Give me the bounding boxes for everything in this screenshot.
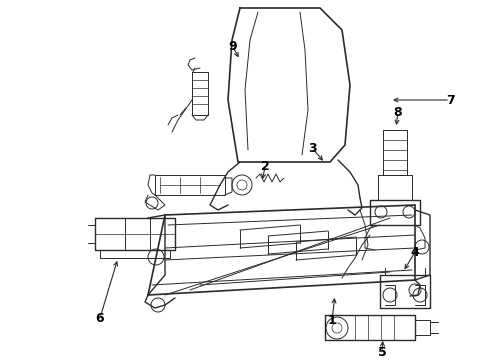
Text: 6: 6 <box>96 311 104 324</box>
Text: 2: 2 <box>261 161 270 174</box>
Text: 4: 4 <box>411 246 419 258</box>
Text: 7: 7 <box>445 94 454 107</box>
Text: 5: 5 <box>378 346 387 359</box>
Text: 9: 9 <box>229 40 237 54</box>
Text: 1: 1 <box>328 314 336 327</box>
Text: 8: 8 <box>393 105 402 118</box>
Text: 3: 3 <box>308 141 317 154</box>
